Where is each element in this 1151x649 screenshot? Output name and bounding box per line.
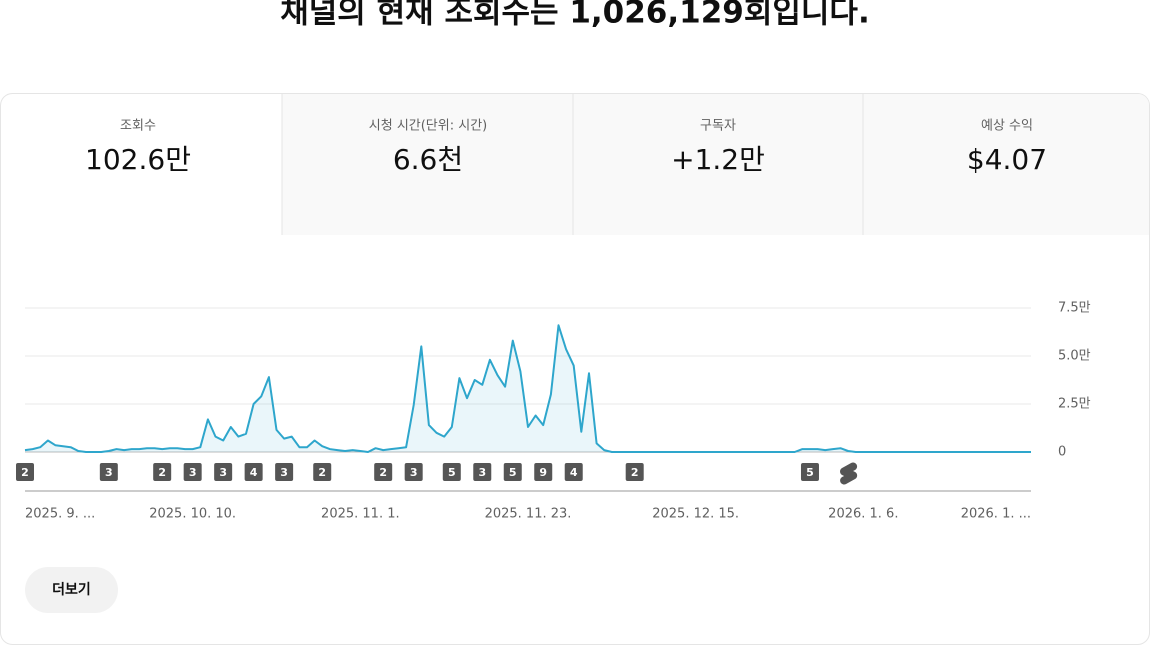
shorts-icon bbox=[840, 462, 858, 485]
upload-badge bbox=[503, 463, 522, 481]
metric-label: 시청 시간(단위: 시간) bbox=[369, 119, 487, 134]
y-tick-label: 0 bbox=[1058, 445, 1066, 460]
upload-count: 2 bbox=[379, 466, 387, 479]
upload-badge bbox=[244, 463, 263, 481]
upload-count: 3 bbox=[410, 466, 418, 479]
x-tick-label: 2025. 9. ... bbox=[25, 507, 95, 522]
upload-badge bbox=[275, 463, 294, 481]
y-tick-label: 2.5만 bbox=[1058, 397, 1091, 412]
metric-tab[interactable]: 구독자 +1.2만 bbox=[671, 119, 765, 177]
upload-badge bbox=[153, 463, 172, 481]
metric-tab[interactable]: 시청 시간(단위: 시간) 6.6천 bbox=[369, 119, 487, 177]
headline: 채널의 현재 조회수는 1,026,129회입니다. bbox=[280, 0, 869, 31]
upload-badge bbox=[473, 463, 492, 481]
upload-count: 3 bbox=[105, 466, 113, 479]
upload-badge bbox=[404, 463, 423, 481]
upload-badge bbox=[16, 463, 34, 481]
x-tick-label: 2025. 11. 1. bbox=[321, 507, 400, 522]
x-tick-label: 2026. 1. 6. bbox=[828, 507, 898, 522]
metric-value: 6.6천 bbox=[393, 143, 463, 176]
line bbox=[24, 324, 1031, 453]
upload-count: 2 bbox=[21, 466, 29, 479]
upload-count: 4 bbox=[570, 466, 578, 479]
metric-label: 구독자 bbox=[700, 119, 736, 134]
y-tick-label: 7.5만 bbox=[1058, 301, 1091, 316]
upload-badge bbox=[800, 463, 819, 481]
upload-badge bbox=[313, 463, 332, 481]
x-tick-label: 2025. 12. 15. bbox=[652, 507, 739, 522]
x-tick-label: 2025. 11. 23. bbox=[485, 507, 572, 522]
upload-count: 3 bbox=[280, 466, 288, 479]
upload-count: 5 bbox=[448, 466, 456, 479]
upload-badge bbox=[534, 463, 553, 481]
upload-badge bbox=[442, 463, 461, 481]
upload-badge bbox=[99, 463, 118, 481]
metric-value: 102.6만 bbox=[85, 143, 191, 176]
upload-count: 3 bbox=[219, 466, 227, 479]
upload-count: 2 bbox=[158, 466, 166, 479]
upload-count: 9 bbox=[539, 466, 547, 479]
upload-count: 5 bbox=[806, 466, 814, 479]
upload-badge bbox=[625, 463, 644, 481]
upload-count: 2 bbox=[318, 466, 326, 479]
upload-badge bbox=[374, 463, 393, 481]
metric-value: $4.07 bbox=[967, 143, 1047, 176]
y-tick-label: 5.0만 bbox=[1058, 349, 1091, 364]
upload-count: 5 bbox=[509, 466, 517, 479]
metric-tab[interactable]: 조회수 102.6만 bbox=[85, 119, 191, 177]
upload-count: 2 bbox=[631, 466, 639, 479]
metric-value: +1.2만 bbox=[671, 143, 765, 176]
x-tick-label: 2025. 10. 10. bbox=[149, 507, 236, 522]
metric-label: 조회수 bbox=[120, 119, 156, 134]
upload-count: 3 bbox=[478, 466, 486, 479]
upload-badge bbox=[214, 463, 233, 481]
upload-count: 3 bbox=[189, 466, 197, 479]
more-button[interactable] bbox=[25, 567, 118, 613]
upload-count: 4 bbox=[250, 466, 258, 479]
more-button-label: 더보기 bbox=[52, 582, 91, 598]
upload-badge bbox=[564, 463, 583, 481]
metric-tab[interactable]: 예상 수익 $4.07 bbox=[967, 119, 1047, 177]
x-tick-label: 2026. 1. ... bbox=[961, 507, 1031, 522]
metric-label: 예상 수익 bbox=[981, 119, 1033, 134]
tabs-bg bbox=[282, 94, 1149, 235]
upload-badge bbox=[183, 463, 202, 481]
